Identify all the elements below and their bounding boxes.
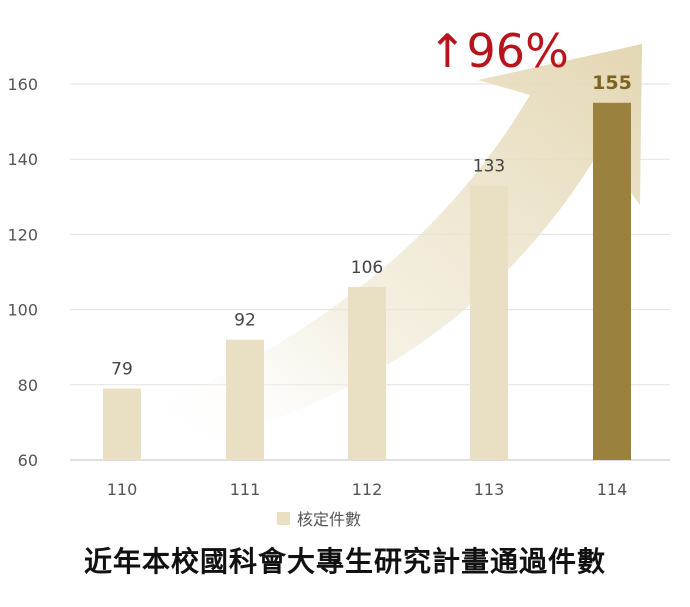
data-label-112: 106 — [351, 258, 383, 278]
x-tick-label-111: 111 — [230, 480, 261, 499]
legend-label: 核定件數 — [297, 510, 361, 529]
x-tick-label-114: 114 — [597, 480, 628, 499]
y-tick-label-140: 140 — [7, 150, 38, 169]
data-labels: 79 92 106 133 155 — [111, 72, 632, 380]
bar-110 — [103, 388, 141, 460]
y-axis-tick-labels: 60 80 100 120 140 160 — [7, 75, 38, 470]
bar-111 — [226, 339, 264, 460]
legend-swatch — [277, 512, 290, 525]
data-label-111: 92 — [234, 311, 256, 331]
x-tick-label-112: 112 — [352, 480, 383, 499]
y-tick-label-120: 120 — [7, 225, 38, 244]
y-tick-label-60: 60 — [18, 451, 38, 470]
bar-113 — [470, 185, 508, 460]
legend: 核定件數 — [277, 510, 361, 529]
y-tick-label-80: 80 — [18, 376, 38, 395]
data-label-113: 133 — [473, 157, 505, 177]
data-label-114: 155 — [592, 72, 632, 94]
x-tick-label-110: 110 — [107, 480, 138, 499]
data-label-110: 79 — [111, 360, 133, 380]
y-tick-label-100: 100 — [7, 301, 38, 320]
x-tick-label-113: 113 — [474, 480, 505, 499]
bar-112 — [348, 287, 386, 460]
bar-114 — [593, 102, 631, 461]
chart-title: 近年本校國科會大專生研究計畫通過件數 — [83, 545, 606, 578]
growth-annotation: ↑96% — [428, 24, 569, 78]
trend-arrow — [150, 44, 642, 440]
y-tick-label-160: 160 — [7, 75, 38, 94]
bar-chart: 60 80 100 120 140 160 110 111 112 113 114 79 92 106… — [7, 24, 670, 529]
bars — [103, 102, 631, 461]
x-axis-tick-labels: 110 111 112 113 114 — [107, 480, 628, 499]
